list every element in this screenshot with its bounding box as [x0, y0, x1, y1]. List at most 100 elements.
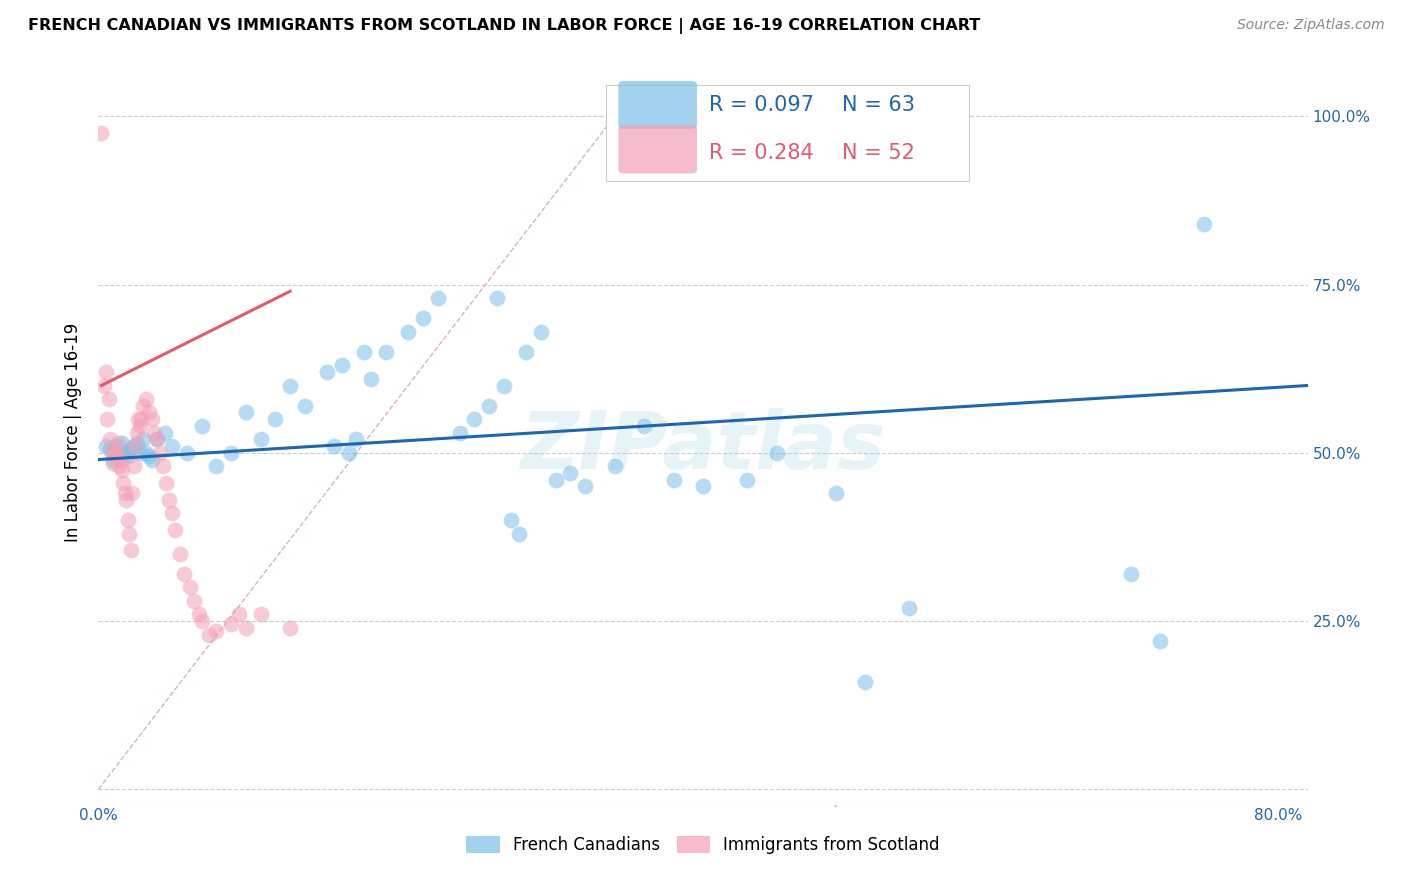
Point	[190, 418, 212, 433]
FancyBboxPatch shape	[619, 81, 697, 129]
Point	[205, 459, 228, 474]
Point	[155, 476, 177, 491]
Point	[574, 479, 596, 493]
Point	[110, 452, 132, 467]
Point	[765, 446, 787, 460]
Point	[530, 325, 553, 339]
Point	[131, 433, 153, 447]
Text: R = 0.284: R = 0.284	[709, 143, 814, 162]
Point	[114, 486, 136, 500]
Point	[662, 473, 685, 487]
Point	[165, 523, 187, 537]
Text: Source: ZipAtlas.com: Source: ZipAtlas.com	[1237, 18, 1385, 32]
Point	[101, 456, 124, 470]
Point	[176, 446, 198, 460]
Point	[316, 365, 339, 379]
Point	[278, 378, 301, 392]
Point	[138, 449, 160, 463]
Point	[353, 344, 375, 359]
Point	[115, 492, 138, 507]
Point	[396, 325, 419, 339]
Point	[330, 359, 353, 373]
Point	[96, 412, 118, 426]
Point	[501, 513, 523, 527]
Point	[141, 452, 163, 467]
Point	[97, 392, 120, 406]
Point	[633, 418, 655, 433]
Point	[426, 291, 449, 305]
Point	[160, 507, 183, 521]
Point	[111, 435, 134, 450]
Point	[692, 479, 714, 493]
Point	[323, 439, 346, 453]
Point	[235, 405, 257, 419]
Point	[228, 607, 250, 622]
Point	[114, 446, 136, 460]
Point	[478, 399, 501, 413]
FancyBboxPatch shape	[606, 85, 969, 181]
Point	[219, 617, 242, 632]
Text: FRENCH CANADIAN VS IMMIGRANTS FROM SCOTLAND IN LABOR FORCE | AGE 16-19 CORRELATI: FRENCH CANADIAN VS IMMIGRANTS FROM SCOTL…	[28, 18, 980, 34]
Point	[122, 459, 145, 474]
FancyBboxPatch shape	[619, 126, 697, 173]
Point	[160, 439, 183, 453]
Point	[90, 126, 112, 140]
Point	[107, 435, 129, 450]
Point	[198, 627, 221, 641]
Point	[143, 425, 166, 440]
Text: N = 63: N = 63	[842, 95, 915, 115]
Point	[205, 624, 228, 639]
Point	[853, 674, 876, 689]
Text: R = 0.097: R = 0.097	[709, 95, 814, 115]
Point	[121, 486, 143, 500]
Point	[128, 446, 150, 460]
Point	[603, 459, 626, 474]
Point	[153, 425, 176, 440]
Point	[138, 405, 160, 419]
Point	[485, 291, 508, 305]
Point	[149, 446, 172, 460]
Text: ZIPatlas: ZIPatlas	[520, 409, 886, 486]
Point	[249, 607, 271, 622]
Point	[146, 433, 169, 447]
Point	[544, 473, 567, 487]
Point	[169, 547, 191, 561]
Point	[412, 311, 434, 326]
Point	[264, 412, 287, 426]
Legend: French Canadians, Immigrants from Scotland: French Canadians, Immigrants from Scotla…	[460, 830, 946, 861]
Point	[157, 492, 180, 507]
Point	[898, 600, 921, 615]
Point	[118, 526, 141, 541]
Point	[93, 378, 115, 392]
Point	[104, 446, 127, 460]
Point	[294, 399, 316, 413]
Point	[824, 486, 846, 500]
Point	[278, 621, 301, 635]
Point	[219, 446, 242, 460]
Point	[120, 442, 142, 457]
Point	[131, 399, 153, 413]
Point	[117, 513, 139, 527]
Point	[98, 442, 121, 457]
Point	[135, 392, 157, 406]
Point	[346, 433, 368, 447]
Point	[101, 452, 124, 467]
Point	[125, 435, 148, 450]
Y-axis label: In Labor Force | Age 16-19: In Labor Force | Age 16-19	[65, 323, 83, 542]
Point	[183, 594, 205, 608]
Point	[1194, 217, 1216, 231]
Point	[135, 446, 157, 460]
Point	[117, 449, 139, 463]
Point	[508, 526, 530, 541]
Point	[1119, 566, 1142, 581]
Point	[179, 581, 201, 595]
Point	[173, 566, 195, 581]
Point	[124, 439, 146, 453]
Point	[105, 439, 128, 453]
Point	[111, 462, 134, 476]
Point	[141, 412, 163, 426]
Point	[128, 418, 150, 433]
Point	[375, 344, 398, 359]
Point	[492, 378, 515, 392]
Point	[129, 412, 152, 426]
